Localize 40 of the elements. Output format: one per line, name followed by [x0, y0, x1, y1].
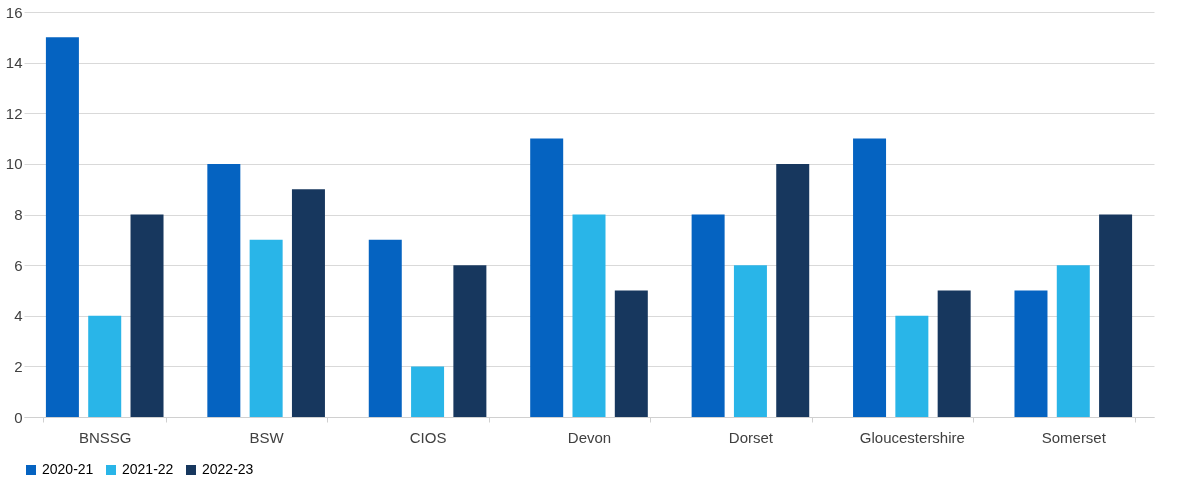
bar: [249, 239, 283, 417]
bar: [1056, 265, 1090, 417]
bar: [1099, 214, 1133, 417]
y-tick-label: 2: [14, 357, 23, 375]
bar: [291, 189, 325, 417]
x-tick-label: Devon: [567, 428, 612, 446]
y-tick-label: 14: [5, 54, 23, 72]
bar: [411, 366, 445, 417]
bar: [691, 214, 725, 417]
bar: [937, 290, 971, 417]
bar: [45, 37, 79, 417]
bar: [453, 265, 487, 417]
x-tick-label: Gloucestershire: [859, 428, 965, 446]
bar: [130, 214, 164, 417]
x-tick-label: CIOS: [409, 428, 447, 446]
bar: [733, 265, 767, 417]
legend-label: 2021-22: [122, 461, 174, 477]
bar: [530, 138, 564, 417]
bar: [207, 163, 241, 417]
bar: [368, 239, 402, 417]
y-tick-label: 6: [14, 256, 23, 274]
bar: [1014, 290, 1048, 417]
legend-label: 2022-23: [202, 461, 254, 477]
y-tick-label: 0: [14, 408, 23, 426]
y-tick-label: 16: [5, 3, 23, 21]
x-tick-label: Dorset: [728, 428, 774, 446]
x-tick-label: BSW: [249, 428, 285, 446]
bar: [895, 315, 929, 417]
bar: [776, 163, 810, 417]
bar: [572, 214, 606, 417]
x-tick-label: Somerset: [1041, 428, 1107, 446]
y-tick-label: 8: [14, 206, 23, 223]
y-tick-label: 4: [14, 307, 23, 325]
x-tick-label: BNSSG: [78, 428, 132, 446]
y-tick-label: 10: [5, 155, 23, 173]
bar: [853, 138, 887, 417]
legend-label: 2020-21: [42, 461, 94, 477]
y-tick-label: 12: [5, 104, 23, 122]
bar: [88, 315, 122, 417]
bar: [614, 290, 648, 417]
